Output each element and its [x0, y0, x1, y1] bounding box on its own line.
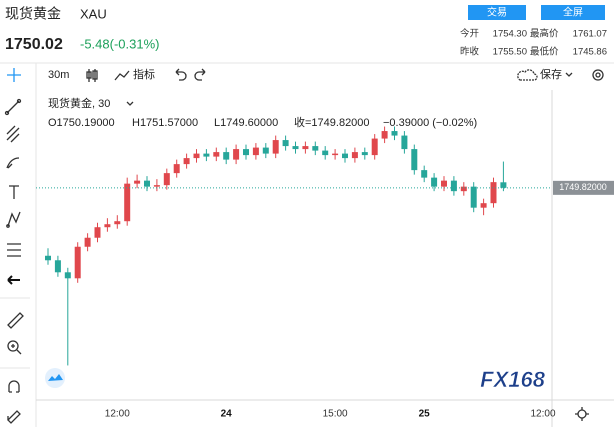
- stat-label: 最高价: [530, 28, 559, 40]
- candle-body: [292, 146, 299, 150]
- stat-value: 1745.86: [573, 47, 607, 58]
- crosshair-tool[interactable]: [7, 68, 21, 82]
- candle-body: [401, 135, 408, 150]
- undo-button[interactable]: [175, 68, 187, 81]
- candle-body: [74, 246, 81, 279]
- last-price-label: 1749.82000: [559, 182, 607, 192]
- candle-body: [45, 255, 51, 261]
- stat-value: 1761.07: [573, 29, 607, 40]
- candle-body: [450, 180, 457, 192]
- candle-body: [233, 149, 240, 160]
- candle-body: [144, 180, 150, 187]
- trade-button[interactable]: [468, 5, 526, 20]
- candle-body: [54, 260, 61, 273]
- candle-body: [163, 173, 170, 186]
- candle-body: [124, 183, 131, 222]
- candle-body: [381, 131, 388, 139]
- stat-value: 1754.30: [493, 29, 527, 40]
- candle-body: [431, 177, 438, 187]
- candle-body: [312, 146, 319, 151]
- candle-body: [361, 152, 368, 156]
- candle-body: [342, 153, 348, 159]
- candle-body: [213, 152, 220, 157]
- stat-label: 昨收: [460, 46, 480, 58]
- price-change: -5.48(-0.31%): [80, 36, 159, 51]
- candle-body: [94, 227, 101, 238]
- fullscreen-button[interactable]: [541, 5, 605, 20]
- redo-button[interactable]: [194, 68, 206, 81]
- last-price-box: [553, 180, 614, 195]
- candle-body: [500, 182, 507, 188]
- candle-body: [351, 152, 358, 159]
- candle-body: [480, 203, 487, 208]
- axis-settings[interactable]: [575, 407, 589, 421]
- candle-body: [153, 185, 160, 187]
- candle-body: [470, 186, 477, 208]
- cloud-icon[interactable]: [517, 69, 538, 81]
- instrument-symbol: XAU: [80, 6, 107, 21]
- x-tick-label: 12:00: [105, 409, 130, 420]
- candle-body: [302, 146, 309, 150]
- save-button[interactable]: 保存: [540, 67, 562, 81]
- dropdown[interactable]: [565, 72, 573, 77]
- candle-body: [173, 164, 180, 174]
- legend-close: 收=1749.82000: [294, 115, 370, 129]
- candle-body: [104, 224, 111, 228]
- candle-body: [223, 152, 230, 160]
- chart-type-button[interactable]: [86, 69, 98, 82]
- settings-button[interactable]: [592, 69, 604, 81]
- stat-label: 今开: [460, 28, 480, 40]
- candle-body: [282, 140, 289, 147]
- x-tick-label: 15:00: [323, 409, 348, 420]
- fullscreen-button-label[interactable]: 全屏: [563, 6, 583, 19]
- indicator-icon[interactable]: [114, 70, 130, 81]
- trade-button-label[interactable]: 交易: [487, 6, 507, 19]
- x-tick-label: 25: [419, 409, 431, 420]
- candle-body: [391, 131, 398, 136]
- legend-change: −0.39000 (−0.02%): [383, 117, 477, 129]
- candle-body: [441, 180, 447, 187]
- instrument-name: 现货黄金: [5, 6, 61, 22]
- candle-body: [371, 138, 378, 156]
- x-tick-label: 24: [221, 409, 233, 420]
- x-tick-label: 12:00: [530, 409, 555, 420]
- candle-body: [421, 170, 428, 178]
- legend-open: O1750.19000: [48, 117, 115, 129]
- candle-body: [203, 153, 210, 157]
- legend-title: 现货黄金, 30: [48, 96, 110, 110]
- candle-body: [243, 149, 249, 156]
- interval-button[interactable]: 30m: [48, 69, 69, 81]
- stat-label: 最低价: [530, 46, 559, 58]
- last-price: 1750.02: [5, 36, 63, 53]
- drawing-tools[interactable]: [4, 98, 24, 424]
- legend-low: L1749.60000: [214, 117, 278, 129]
- candle-body: [252, 147, 259, 156]
- candle-body: [322, 150, 329, 156]
- candle-body: [460, 186, 467, 192]
- indicators-button[interactable]: 指标: [133, 67, 155, 81]
- watermark: FX168: [480, 367, 546, 392]
- candle-body: [490, 182, 497, 204]
- candle-body: [183, 158, 190, 165]
- candle-body: [411, 149, 418, 171]
- legend: 现货黄金, 30 O1750.19000 H1751.57000 L1749.6…: [48, 96, 477, 129]
- candle-body: [134, 180, 141, 184]
- candle-body: [193, 153, 200, 159]
- candle-body: [332, 153, 339, 156]
- candle-body: [84, 237, 91, 247]
- dropdown[interactable]: [126, 101, 134, 106]
- stat-value: 1755.50: [493, 47, 527, 58]
- legend-high: H1751.57000: [132, 117, 198, 129]
- candle-body: [272, 140, 279, 154]
- candle-body: [262, 147, 269, 154]
- candle-body: [64, 272, 71, 279]
- candle-body: [114, 221, 121, 225]
- logo-button[interactable]: [45, 368, 65, 388]
